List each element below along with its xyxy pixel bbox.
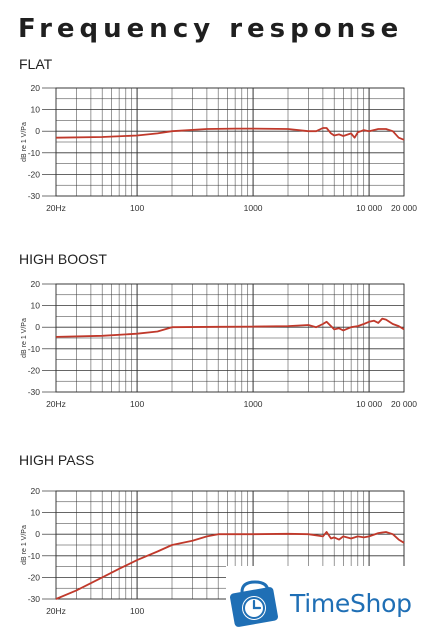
response-curve — [55, 531, 405, 600]
x-tick-label: 100 — [130, 606, 144, 616]
y-tick-label: -30 — [28, 594, 41, 604]
y-tick-label: -10 — [28, 551, 41, 561]
y-tick-label: -20 — [28, 169, 41, 179]
y-tick-label: 20 — [31, 486, 41, 496]
x-tick-label: 1000 — [244, 399, 263, 409]
y-tick-label: 0 — [35, 529, 40, 539]
x-tick-label: 20Hz — [46, 399, 66, 409]
y-tick-label: -30 — [28, 191, 41, 201]
plot-frame — [55, 283, 405, 393]
x-tick-label: 20 000 — [391, 399, 417, 409]
chart-title-high-pass: HIGH PASS — [19, 452, 95, 468]
shopping-bag-clock-icon — [230, 580, 278, 627]
x-tick-label: 1000 — [244, 203, 263, 213]
watermark-text: TimeShop — [290, 588, 412, 618]
x-tick-label: 20 000 — [391, 203, 417, 213]
y-tick-label: 20 — [31, 83, 41, 93]
timeshop-watermark: TimeShop — [226, 566, 438, 640]
response-curve — [55, 317, 405, 338]
y-axis-label: dB re 1 V/Pa — [21, 122, 28, 162]
y-tick-label: 10 — [31, 301, 41, 311]
chart-title-high-boost: HIGH BOOST — [19, 251, 107, 267]
chart-title-flat: FLAT — [19, 56, 53, 72]
y-tick-label: 10 — [31, 508, 41, 518]
x-tick-label: 10 000 — [356, 399, 382, 409]
response-curve — [55, 127, 405, 141]
y-tick-label: -20 — [28, 365, 41, 375]
plot-frame — [55, 87, 405, 197]
y-tick-label: -30 — [28, 387, 41, 397]
page-title: Frequency response — [18, 14, 404, 44]
y-axis-label: dB re 1 V/Pa — [21, 525, 28, 565]
y-tick-label: -20 — [28, 572, 41, 582]
y-tick-label: 0 — [35, 126, 40, 136]
x-tick-label: 20Hz — [46, 203, 66, 213]
y-tick-label: -10 — [28, 148, 41, 158]
x-tick-label: 20Hz — [46, 606, 66, 616]
y-tick-label: 20 — [31, 279, 41, 289]
y-tick-label: 0 — [35, 322, 40, 332]
y-tick-label: -10 — [28, 344, 41, 354]
y-axis-label: dB re 1 V/Pa — [21, 318, 28, 358]
x-tick-label: 10 000 — [356, 203, 382, 213]
x-tick-label: 100 — [130, 399, 144, 409]
y-tick-label: 10 — [31, 105, 41, 115]
x-tick-label: 100 — [130, 203, 144, 213]
